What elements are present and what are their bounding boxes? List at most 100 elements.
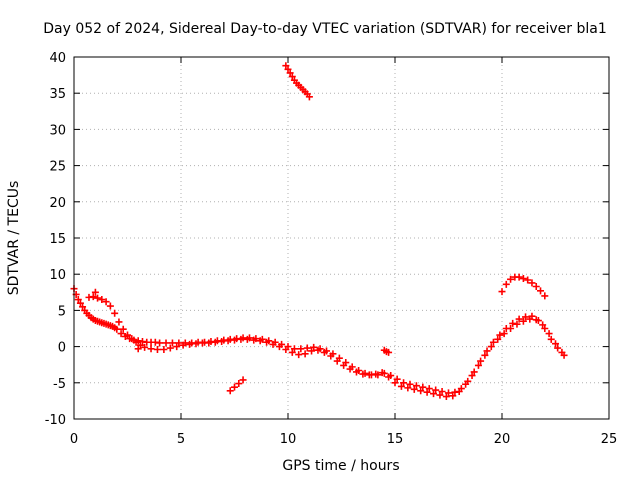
x-tick-label: 15 xyxy=(387,432,404,447)
x-axis-label: GPS time / hours xyxy=(282,458,399,474)
data-point xyxy=(474,361,482,369)
data-point xyxy=(308,347,316,355)
data-point xyxy=(192,340,200,348)
data-point xyxy=(284,65,292,73)
data-point xyxy=(385,373,393,381)
data-point xyxy=(352,368,360,376)
data-point xyxy=(275,343,283,351)
y-tick-label: 10 xyxy=(49,268,66,283)
chart-title: Day 052 of 2024, Sidereal Day-to-day VTE… xyxy=(43,21,606,37)
data-point xyxy=(128,335,136,343)
data-point xyxy=(445,389,452,397)
data-point xyxy=(286,69,294,77)
data-point xyxy=(218,338,226,346)
data-point xyxy=(89,293,97,301)
data-point xyxy=(115,318,123,326)
data-point xyxy=(74,296,82,304)
data-point xyxy=(235,380,243,388)
data-point xyxy=(205,339,213,347)
data-point xyxy=(470,368,478,376)
data-point xyxy=(519,275,527,283)
data-point xyxy=(231,383,238,391)
data-point xyxy=(547,335,555,343)
data-point xyxy=(438,387,446,395)
data-point xyxy=(102,298,110,306)
x-tick-labels: 0 5 10 15 20 25 xyxy=(70,432,617,447)
data-point xyxy=(166,344,174,352)
data-point xyxy=(515,315,523,323)
data-point xyxy=(513,320,521,328)
data-point xyxy=(477,357,485,365)
series-isolated xyxy=(91,288,393,356)
data-point xyxy=(532,283,540,291)
data-point xyxy=(224,337,232,345)
data-point xyxy=(500,330,508,338)
data-point xyxy=(168,339,176,347)
x-tick-label: 0 xyxy=(70,432,78,447)
data-point xyxy=(365,371,373,379)
data-point xyxy=(314,346,322,354)
data-point xyxy=(303,344,311,352)
data-point xyxy=(487,343,495,351)
series-main xyxy=(70,285,568,397)
data-point xyxy=(117,330,125,338)
data-point xyxy=(162,339,170,347)
data-point xyxy=(528,279,536,287)
data-point xyxy=(436,391,444,399)
data-point xyxy=(537,287,545,295)
y-tick-label: 30 xyxy=(49,123,66,138)
data-point xyxy=(406,380,414,388)
data-point xyxy=(545,330,553,338)
data-point xyxy=(397,382,405,390)
data-point xyxy=(153,345,161,353)
data-point xyxy=(239,376,247,384)
y-tick-label: 25 xyxy=(49,160,66,175)
data-point xyxy=(124,331,131,339)
data-point xyxy=(136,341,144,349)
data-point xyxy=(310,343,318,351)
data-point xyxy=(526,315,534,323)
data-point xyxy=(541,292,549,300)
data-point xyxy=(483,347,491,355)
data-point xyxy=(449,392,457,400)
series-upper-arc-2 xyxy=(498,273,549,300)
data-point xyxy=(496,331,504,339)
data-point xyxy=(288,348,296,356)
data-point xyxy=(340,361,348,369)
y-tick-label: -10 xyxy=(45,413,66,428)
data-point xyxy=(372,370,380,378)
data-point xyxy=(106,302,114,310)
data-point xyxy=(346,365,354,373)
data-point xyxy=(515,273,523,281)
data-point xyxy=(237,335,245,343)
data-point xyxy=(156,339,164,347)
data-point xyxy=(378,369,386,377)
x-tick-label: 20 xyxy=(494,432,511,447)
data-point xyxy=(113,325,121,333)
data-point xyxy=(76,299,84,307)
x-tick-label: 5 xyxy=(177,432,185,447)
data-point xyxy=(412,382,420,390)
data-point xyxy=(541,325,549,332)
data-point xyxy=(305,93,313,101)
data-point xyxy=(175,339,183,347)
data-point xyxy=(468,372,476,380)
y-tick-label: -5 xyxy=(53,377,66,392)
data-point xyxy=(119,325,127,333)
data-point xyxy=(524,276,532,284)
data-point xyxy=(243,335,251,343)
data-point xyxy=(179,341,187,349)
data-point xyxy=(494,335,502,343)
data-point xyxy=(489,338,497,346)
data-point xyxy=(91,288,99,296)
data-point xyxy=(111,309,119,317)
data-point xyxy=(552,340,559,348)
data-point xyxy=(455,387,463,395)
data-points xyxy=(70,62,568,401)
y-tick-label: 35 xyxy=(49,87,66,102)
data-point xyxy=(134,345,142,353)
data-point xyxy=(404,384,412,392)
data-point xyxy=(94,294,102,302)
data-point xyxy=(432,386,440,394)
